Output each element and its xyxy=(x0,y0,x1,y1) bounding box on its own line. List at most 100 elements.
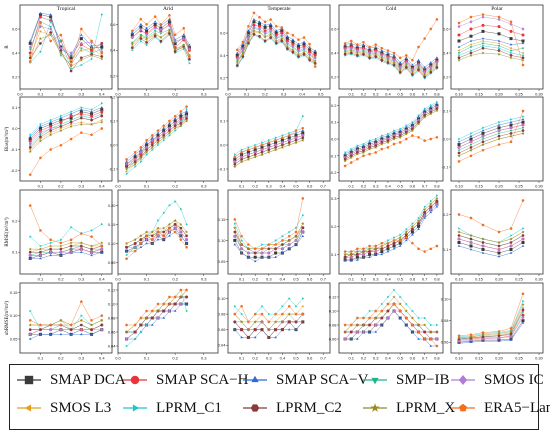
data-point xyxy=(150,309,154,313)
y-tick-label: 0.05 xyxy=(108,260,117,265)
series-line xyxy=(458,40,524,54)
panel-title: Polar xyxy=(491,6,503,12)
data-point xyxy=(157,143,160,147)
x-tick-label: 0.1 xyxy=(38,92,44,97)
data-point xyxy=(100,51,104,55)
y-tick-label: 0.1 xyxy=(110,119,116,124)
data-point xyxy=(90,44,93,47)
data-point xyxy=(263,31,267,35)
data-point xyxy=(49,133,53,137)
data-point xyxy=(521,120,525,124)
data-point xyxy=(399,295,402,299)
data-point xyxy=(159,22,163,26)
data-point xyxy=(497,230,501,234)
data-point xyxy=(302,40,306,43)
data-point xyxy=(469,333,473,336)
data-point xyxy=(246,150,250,154)
y-tick-label: 0.2 xyxy=(331,75,337,80)
data-point xyxy=(405,227,408,231)
panel-frame xyxy=(117,282,219,354)
data-point xyxy=(386,49,390,52)
data-point xyxy=(392,295,396,299)
data-point xyxy=(349,48,353,52)
data-point xyxy=(509,49,513,53)
data-point xyxy=(435,202,439,206)
data-point xyxy=(470,132,473,135)
data-point xyxy=(253,148,257,152)
data-point xyxy=(417,114,421,117)
data-point xyxy=(435,63,439,67)
data-point xyxy=(386,51,390,54)
data-point xyxy=(481,29,485,33)
data-point xyxy=(302,42,306,46)
data-point xyxy=(355,255,359,259)
data-point xyxy=(481,142,485,146)
series-line xyxy=(30,329,102,340)
data-point xyxy=(497,17,501,22)
data-point xyxy=(291,40,295,44)
y-tick-label: 0.20 xyxy=(108,203,117,208)
data-point xyxy=(162,211,166,215)
data-point xyxy=(124,241,129,245)
data-point xyxy=(235,64,239,67)
data-point xyxy=(185,112,189,116)
data-point xyxy=(301,129,305,132)
data-point xyxy=(179,295,183,299)
data-point xyxy=(521,321,525,324)
data-point xyxy=(260,312,264,316)
y-tick-label: 0.10 xyxy=(218,296,227,301)
legend-marker-triangle-down-icon xyxy=(363,377,387,385)
data-point xyxy=(239,320,244,324)
data-point xyxy=(28,149,32,153)
y-tick-label: 0.6 xyxy=(12,27,18,32)
data-point xyxy=(374,330,377,333)
data-point xyxy=(302,46,306,51)
series-line xyxy=(30,119,102,150)
x-tick-label: 0.7 xyxy=(320,277,326,282)
data-point xyxy=(267,143,271,147)
data-point xyxy=(349,161,353,164)
data-point xyxy=(233,162,237,166)
data-point xyxy=(398,61,402,64)
data-point xyxy=(90,229,94,232)
data-point xyxy=(380,46,384,50)
data-point xyxy=(173,50,177,53)
series-line xyxy=(458,309,524,340)
data-point xyxy=(39,256,42,260)
data-point xyxy=(469,148,473,152)
data-point xyxy=(313,59,317,63)
data-point xyxy=(280,138,284,142)
data-point xyxy=(404,137,408,141)
data-point xyxy=(167,23,171,28)
data-point xyxy=(436,323,439,327)
data-point xyxy=(267,145,271,150)
data-point xyxy=(139,150,143,154)
data-point xyxy=(274,31,278,35)
data-point xyxy=(159,39,163,43)
data-point xyxy=(69,124,73,128)
data-point xyxy=(469,51,473,55)
data-point xyxy=(49,247,53,251)
data-point xyxy=(457,58,461,62)
data-point xyxy=(156,230,160,234)
y-tick-label: -0.1 xyxy=(109,167,117,172)
data-point xyxy=(294,138,298,142)
data-point xyxy=(100,241,104,245)
series-line xyxy=(345,206,438,261)
data-point xyxy=(349,51,353,55)
series-line xyxy=(458,320,524,343)
data-point xyxy=(133,157,137,162)
data-point xyxy=(145,234,148,238)
panel-frame xyxy=(450,189,544,275)
data-point xyxy=(38,127,42,130)
data-point xyxy=(241,51,245,55)
x-tick-label: 0.15 xyxy=(475,184,484,189)
data-point xyxy=(416,122,421,126)
data-point xyxy=(294,243,298,246)
data-point xyxy=(288,230,291,234)
x-tick-label: 0.6 xyxy=(307,184,313,189)
data-point xyxy=(457,52,461,55)
data-point xyxy=(386,247,390,251)
x-tick-label: 0.30 xyxy=(535,92,544,97)
data-point xyxy=(349,252,353,256)
